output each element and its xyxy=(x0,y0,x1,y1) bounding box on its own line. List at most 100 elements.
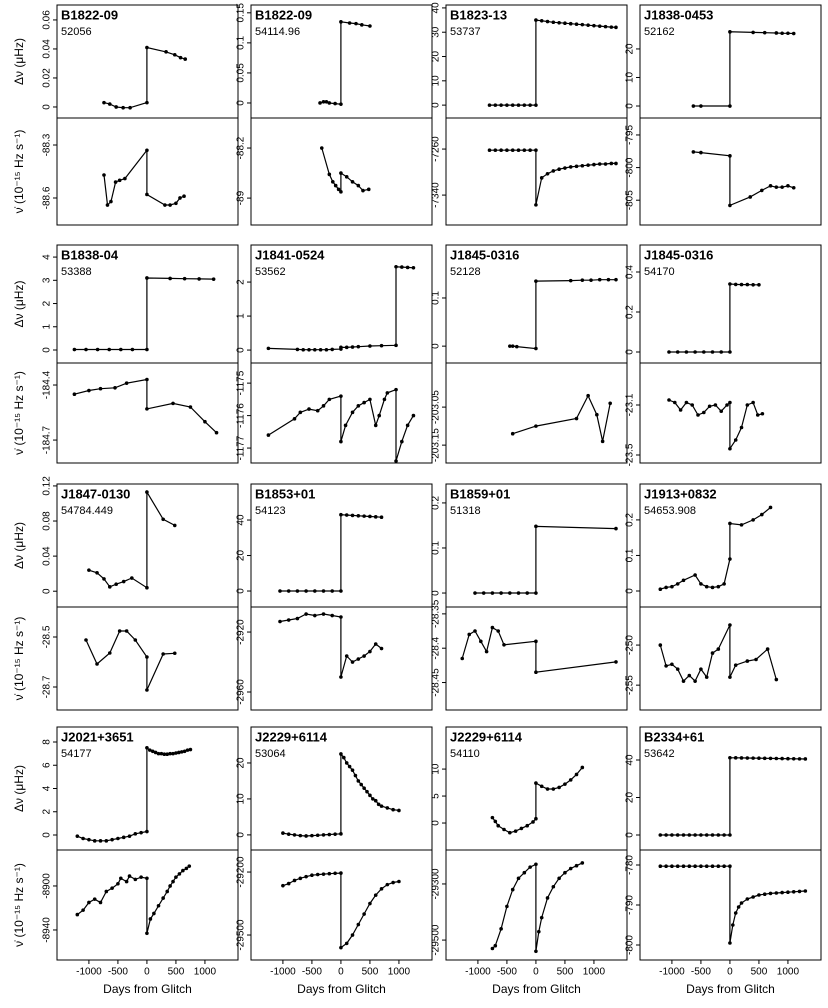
y-tick-label: -28.5 xyxy=(42,625,53,648)
data-point xyxy=(354,21,358,26)
data-point xyxy=(592,162,596,167)
data-point xyxy=(534,524,538,529)
data-point xyxy=(327,172,332,177)
data-point xyxy=(534,639,538,644)
data-point xyxy=(534,862,538,867)
data-point xyxy=(780,185,784,189)
data-point xyxy=(719,409,724,414)
data-point xyxy=(281,883,285,888)
panel-subtitle: 52056 xyxy=(61,26,92,38)
data-point xyxy=(745,897,750,901)
data-point xyxy=(774,185,779,189)
y-tick-label: -88.3 xyxy=(42,133,53,156)
data-point xyxy=(704,833,709,837)
data-point xyxy=(362,514,366,518)
data-point xyxy=(145,746,149,750)
data-point xyxy=(171,751,175,756)
y-tick-label: 4 xyxy=(42,254,53,260)
y-tick-label: 3 xyxy=(42,277,53,283)
data-point xyxy=(95,662,99,666)
panel-title: B1853+01 xyxy=(255,486,315,501)
data-point xyxy=(304,612,308,616)
data-point xyxy=(733,438,738,442)
data-point xyxy=(481,591,486,595)
data-point xyxy=(496,629,501,633)
data-point xyxy=(124,381,129,385)
data-point xyxy=(339,752,343,756)
data-point xyxy=(508,344,512,348)
data-point xyxy=(534,203,538,207)
data-point xyxy=(327,832,332,837)
data-line xyxy=(491,767,583,834)
data-point xyxy=(278,589,282,593)
y-tick-label: 0 xyxy=(42,588,53,594)
data-point xyxy=(368,344,372,348)
y-tick-label: 10 xyxy=(431,75,442,87)
data-point xyxy=(609,161,614,166)
data-point xyxy=(733,756,738,760)
data-point xyxy=(95,347,100,352)
data-point xyxy=(162,752,167,757)
data-point xyxy=(490,591,495,595)
y-tick-label: 30 xyxy=(431,26,442,38)
data-point xyxy=(580,163,585,168)
data-point xyxy=(371,797,375,801)
data-point xyxy=(574,416,579,421)
data-line xyxy=(512,394,611,442)
panel-title: B1823-13 xyxy=(450,7,507,22)
data-point xyxy=(614,660,618,664)
data-point xyxy=(379,804,384,808)
x-tick-label: 0 xyxy=(727,967,733,978)
data-point xyxy=(133,832,138,836)
data-point xyxy=(531,820,535,824)
data-point xyxy=(339,102,343,106)
data-point xyxy=(704,675,709,679)
data-point xyxy=(574,772,579,777)
panel-subtitle: 53562 xyxy=(255,266,286,278)
y-tick-label: -29200 xyxy=(236,856,247,888)
data-point xyxy=(751,895,755,899)
data-point xyxy=(394,459,398,463)
data-point xyxy=(510,103,515,107)
y-tick-label: 0.2 xyxy=(431,496,442,510)
data-line xyxy=(279,613,382,678)
data-point xyxy=(211,277,216,281)
data-point xyxy=(330,347,335,352)
data-point xyxy=(510,344,515,348)
data-point xyxy=(791,756,796,761)
y-tick-label: 4 xyxy=(42,785,53,791)
data-point xyxy=(580,861,585,865)
data-point xyxy=(525,591,530,595)
data-point xyxy=(608,401,612,406)
data-point xyxy=(168,751,172,756)
data-point xyxy=(510,148,515,153)
x-tick-label: 500 xyxy=(751,967,768,978)
data-point xyxy=(780,31,784,36)
data-point xyxy=(496,823,501,828)
data-point xyxy=(557,20,561,25)
data-point xyxy=(534,591,538,595)
data-point xyxy=(658,833,663,837)
data-point xyxy=(603,24,608,29)
data-line xyxy=(668,399,763,451)
data-line xyxy=(268,266,414,351)
data-point xyxy=(728,755,732,760)
data-point xyxy=(411,265,416,270)
y-tick-label: -28.35 xyxy=(431,599,442,628)
y-tick-label: 1 xyxy=(42,324,53,330)
x-tick-label: -1000 xyxy=(270,967,296,978)
data-point xyxy=(525,823,530,828)
y-tick-label: 0.2 xyxy=(625,513,636,527)
data-point xyxy=(774,677,779,682)
data-point xyxy=(92,897,97,901)
data-point xyxy=(102,100,106,105)
data-point xyxy=(391,880,395,885)
data-point xyxy=(165,752,170,757)
y-tick-label: 2 xyxy=(236,279,247,285)
data-point xyxy=(394,343,398,348)
data-point xyxy=(114,582,118,586)
data-point xyxy=(696,413,700,417)
data-point xyxy=(87,900,91,905)
data-point xyxy=(362,400,366,405)
data-point xyxy=(745,282,750,287)
